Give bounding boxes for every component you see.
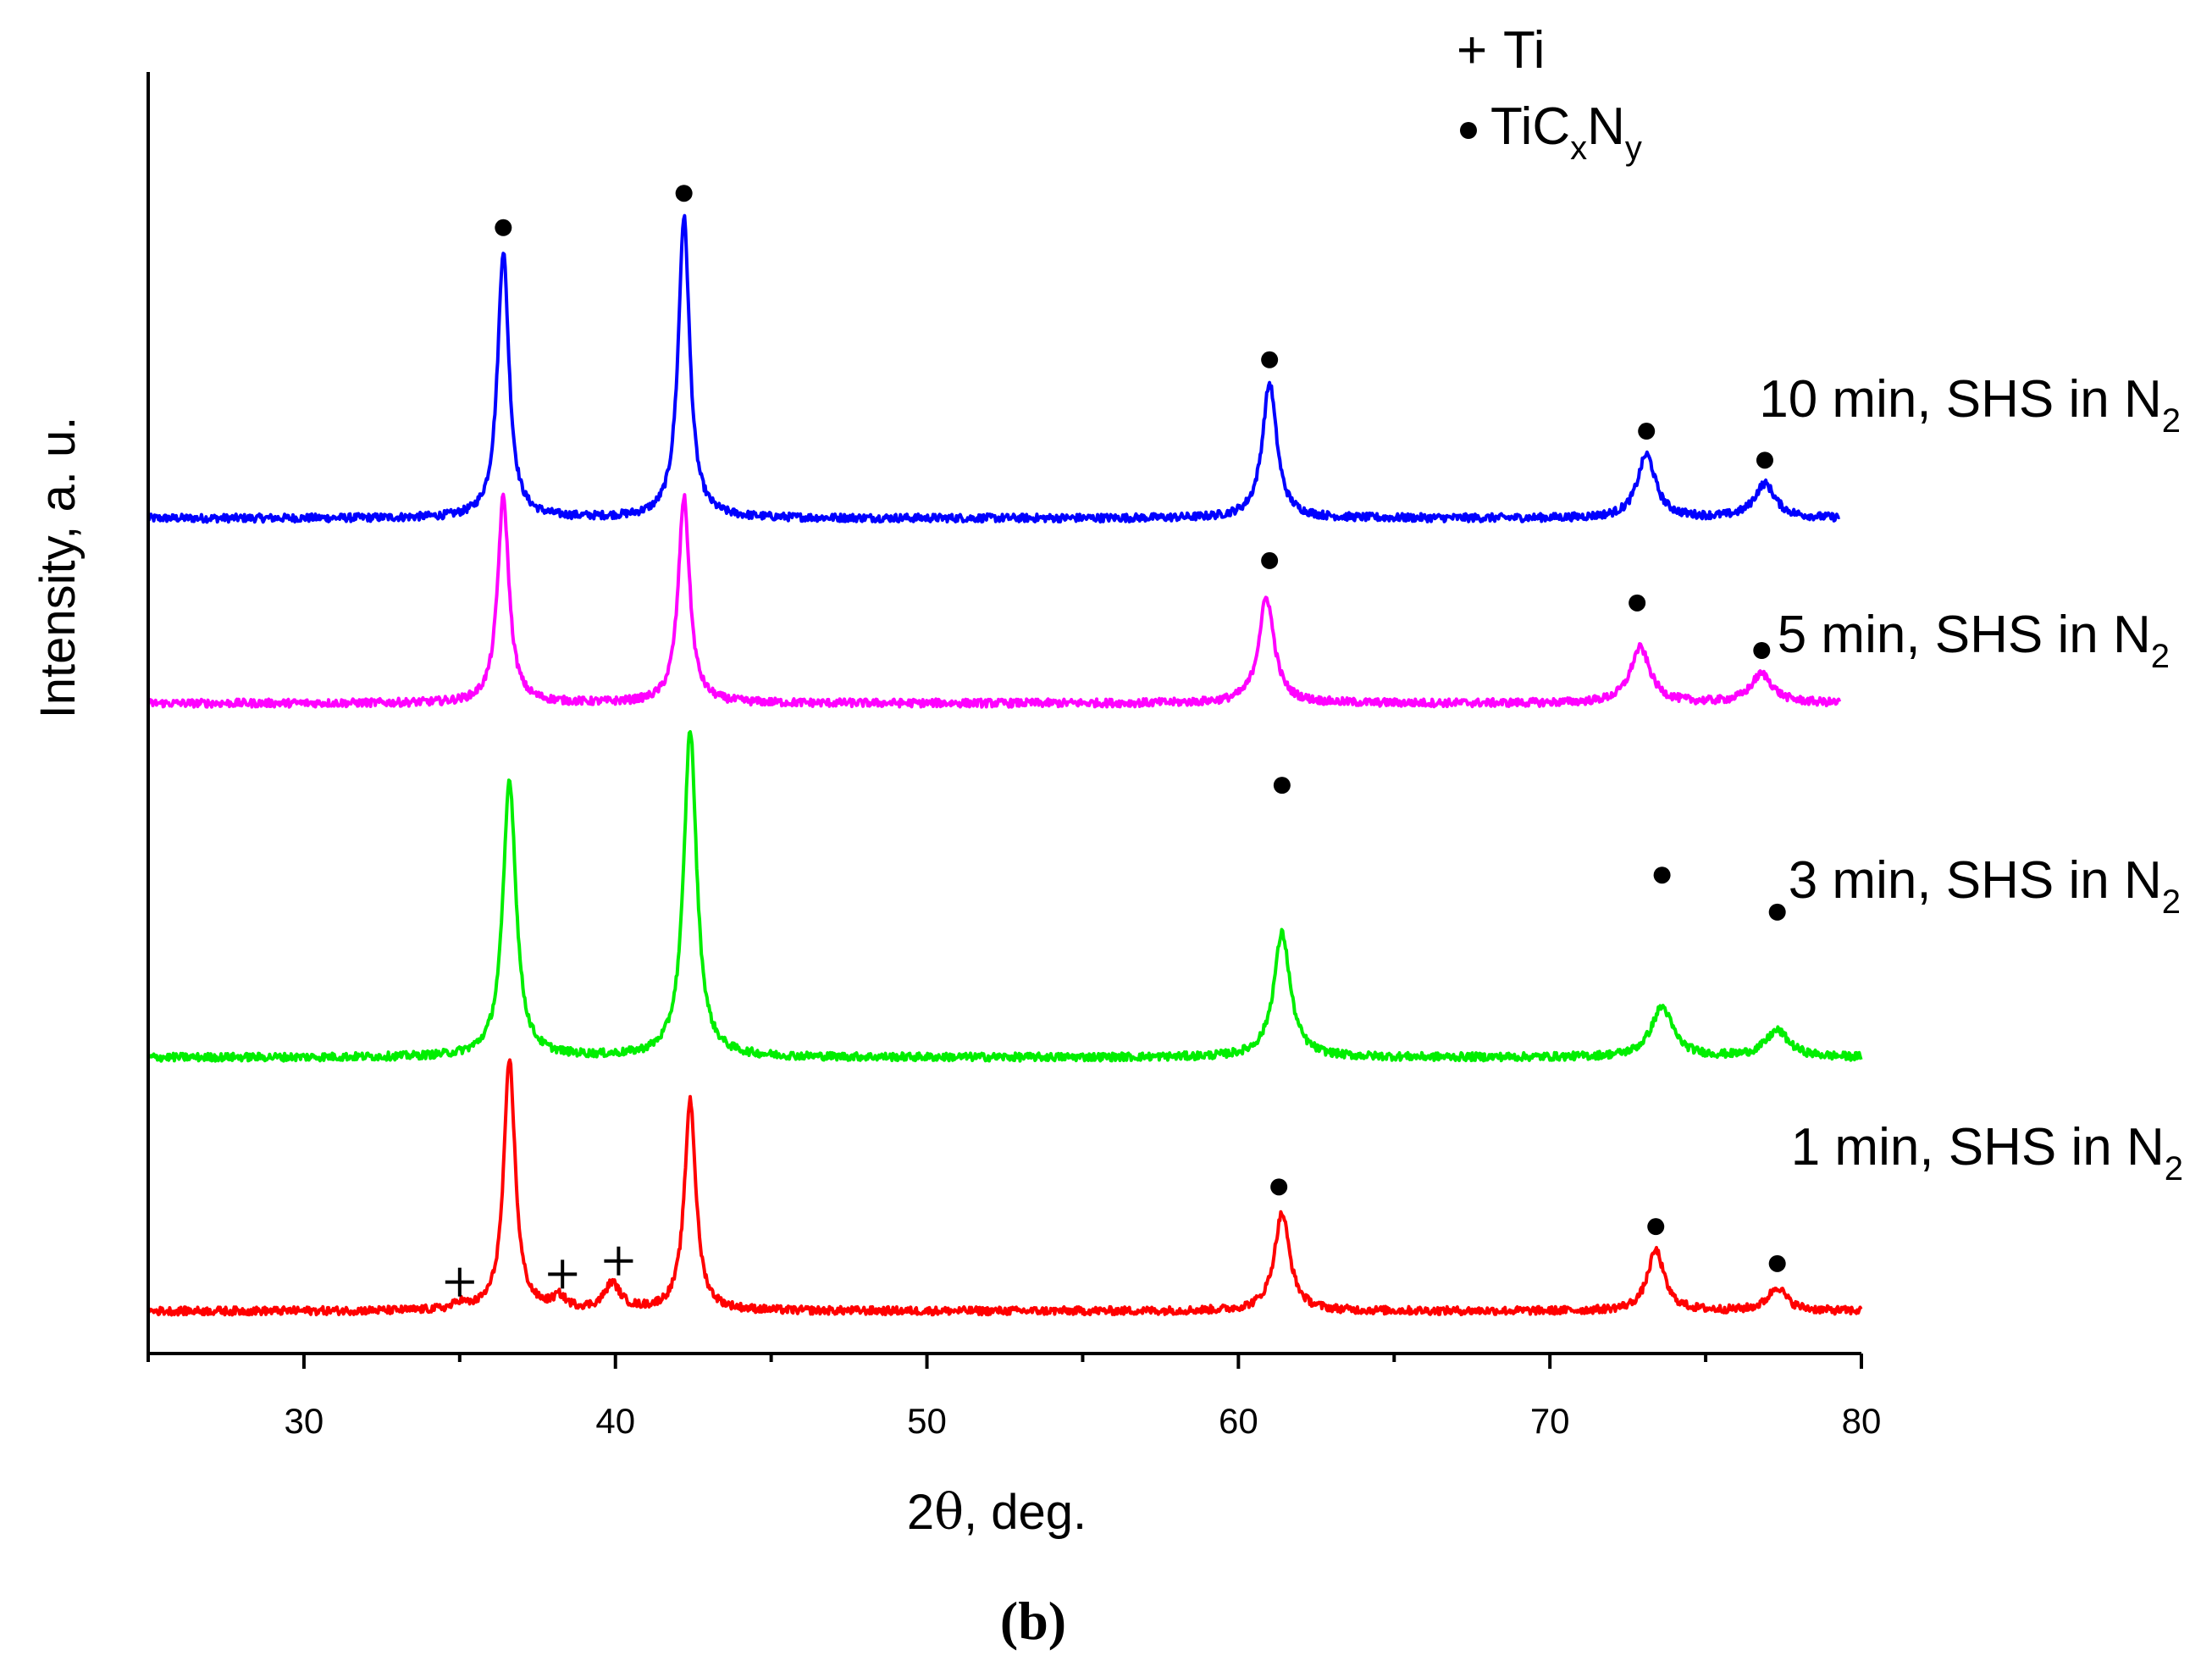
- peak-marker-ticxny: [1273, 777, 1291, 794]
- peak-marker-ti: [445, 1267, 474, 1297]
- peak-marker-ticxny: [1270, 1178, 1288, 1196]
- legend-ti-label: Ti: [1503, 21, 1545, 80]
- peak-marker-ticxny: [1653, 866, 1671, 884]
- series-line-2: [147, 730, 1863, 1063]
- plot-area: [147, 185, 1863, 1317]
- series-line-0: [147, 213, 1841, 524]
- x-axis-title-prefix: 2: [907, 1485, 934, 1540]
- x-tick-label: 40: [595, 1401, 635, 1441]
- peak-marker-ti: [604, 1246, 633, 1276]
- x-tick-label: 30: [285, 1401, 324, 1441]
- x-tick-label: 80: [1842, 1401, 1882, 1441]
- series-label-2: 3 min, SHS in N2: [1789, 851, 2181, 921]
- panel-label-open: (: [1000, 1591, 1018, 1651]
- legend-ticxny-label: TiCxNy: [1490, 97, 1642, 167]
- x-tick-label: 70: [1530, 1401, 1570, 1441]
- series-label-3: 1 min, SHS in N2: [1791, 1118, 2183, 1188]
- series-label-0: 10 min, SHS in N2: [1759, 370, 2181, 440]
- legend: + Ti TiCxNy: [1457, 21, 1642, 167]
- x-axis-ticks: 30 40 50 60 70 80: [147, 1354, 1882, 1441]
- peak-marker-ticxny: [1753, 642, 1771, 659]
- legend-ticxny-sub-x: x: [1570, 130, 1587, 167]
- peak-marker-ticxny: [1647, 1218, 1665, 1236]
- x-tick-label: 50: [907, 1401, 947, 1441]
- legend-ticxny-sub-y: y: [1625, 130, 1642, 167]
- series-label-1: 5 min, SHS in N2: [1778, 606, 2170, 675]
- peak-marker-ticxny: [1261, 551, 1279, 569]
- peak-marker-ticxny: [495, 219, 512, 236]
- panel-label: (b): [1000, 1591, 1066, 1651]
- legend-ticxny-mid: N: [1587, 97, 1625, 156]
- peak-marker-ticxny: [1756, 451, 1773, 469]
- series-line-1: [147, 492, 1842, 709]
- x-tick-label: 60: [1219, 1401, 1258, 1441]
- x-axis-title-theta: θ: [934, 1483, 964, 1541]
- series-line-3: [147, 1058, 1863, 1317]
- x-axis-title: 2θ, deg.: [907, 1483, 1087, 1541]
- series-labels: 10 min, SHS in N2 5 min, SHS in N2 3 min, …: [1759, 370, 2183, 1188]
- y-axis-title: Intensity, a. u.: [30, 417, 86, 719]
- panel-label-close: ): [1048, 1591, 1066, 1651]
- legend-dot-marker: [1460, 122, 1477, 139]
- peak-marker-ticxny: [1629, 594, 1646, 612]
- peak-marker-ticxny: [1768, 1254, 1786, 1272]
- peak-marker-ticxny: [1638, 423, 1656, 440]
- legend-ticxny-main: TiC: [1490, 97, 1570, 156]
- legend-plus-marker: +: [1457, 21, 1487, 80]
- panel-label-letter: b: [1018, 1591, 1048, 1651]
- peak-marker-ticxny: [1768, 903, 1786, 921]
- peak-marker-ticxny: [675, 185, 693, 202]
- peak-marker-ticxny: [1261, 351, 1279, 368]
- x-axis-title-suffix: , deg.: [964, 1485, 1087, 1540]
- peak-marker-ti: [548, 1260, 578, 1289]
